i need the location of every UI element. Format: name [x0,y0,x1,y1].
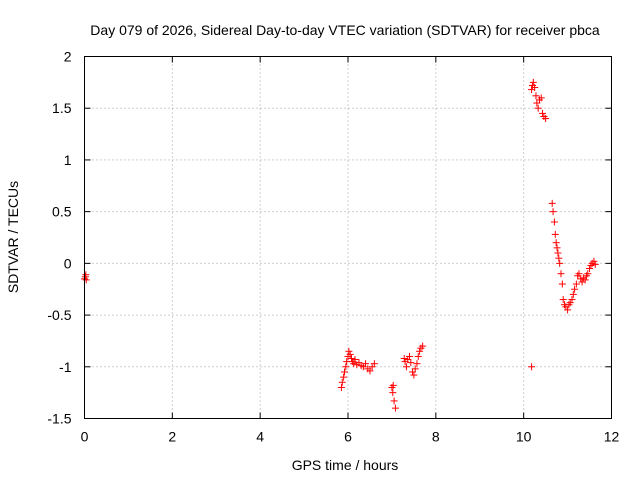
data-point [366,367,374,375]
data-point [584,270,592,278]
data-point [389,389,397,397]
data-point [556,259,564,267]
data-point [337,383,345,391]
data-point [539,109,547,117]
x-tick-label: 6 [344,429,352,445]
data-point [532,92,540,100]
data-point [402,363,410,371]
data-point [389,381,397,389]
data-point [410,371,418,379]
data-point [400,355,408,363]
data-point [572,280,580,288]
data-point [559,296,567,304]
data-point [407,359,415,367]
data-point [564,306,572,314]
data-point [571,285,579,293]
data-point [591,260,599,268]
data-point [586,265,594,273]
data-point [404,356,412,364]
data-point [338,378,346,386]
data-point [566,299,574,307]
x-tick-label: 8 [432,429,440,445]
y-tick-label: -1 [59,359,72,375]
data-point [549,208,557,216]
y-axis-label: SDTVAR / TECUs [5,181,21,293]
data-point [82,276,90,284]
data-point [350,360,358,368]
data-point [550,218,558,226]
y-tick-label: 0.5 [52,204,72,220]
data-point [590,257,598,265]
y-tick-label: -1.5 [47,411,71,427]
data-point [346,350,354,358]
data-point [555,254,563,262]
data-point [551,230,559,238]
data-point [391,404,399,412]
data-point [542,115,550,123]
data-point [362,360,370,368]
y-tick-label: 1.5 [52,100,72,116]
data-point [553,244,561,252]
data-point [554,249,562,257]
x-tick-label: 10 [516,429,532,445]
data-point [529,78,537,86]
data-point [575,270,583,278]
y-tick-label: 1 [64,152,72,168]
chart-title: Day 079 of 2026, Sidereal Day-to-day VTE… [90,22,600,38]
data-point [581,276,589,284]
data-point [558,280,566,288]
data-points-layer [81,78,599,412]
x-tick-label: 4 [256,429,264,445]
data-point [405,352,413,360]
x-tick-label: 0 [81,429,89,445]
data-point [342,363,350,371]
data-point [411,365,419,373]
data-point [568,296,576,304]
data-point [351,356,359,364]
data-point [348,355,356,363]
x-tick-label: 12 [604,429,620,445]
data-point [413,360,421,368]
y-tick-label: 0 [64,255,72,271]
grid-layer [84,56,612,419]
data-point [419,342,427,350]
data-point [534,104,542,112]
data-point [416,347,424,355]
data-point [531,84,539,92]
data-point [414,352,422,360]
data-point [345,347,353,355]
data-point [370,360,378,368]
data-point [557,270,565,278]
x-axis-label: GPS time / hours [292,457,399,473]
data-point [552,239,560,247]
y-tick-label: -0.5 [47,307,71,323]
plot-frame [84,56,612,419]
data-point [537,94,545,102]
data-point [340,373,348,381]
data-point [548,199,556,207]
data-point [340,368,348,376]
data-point [569,290,577,298]
x-tick-label: 2 [168,429,176,445]
data-point [390,397,398,405]
y-tick-label: 2 [64,49,72,65]
data-point [528,363,536,371]
